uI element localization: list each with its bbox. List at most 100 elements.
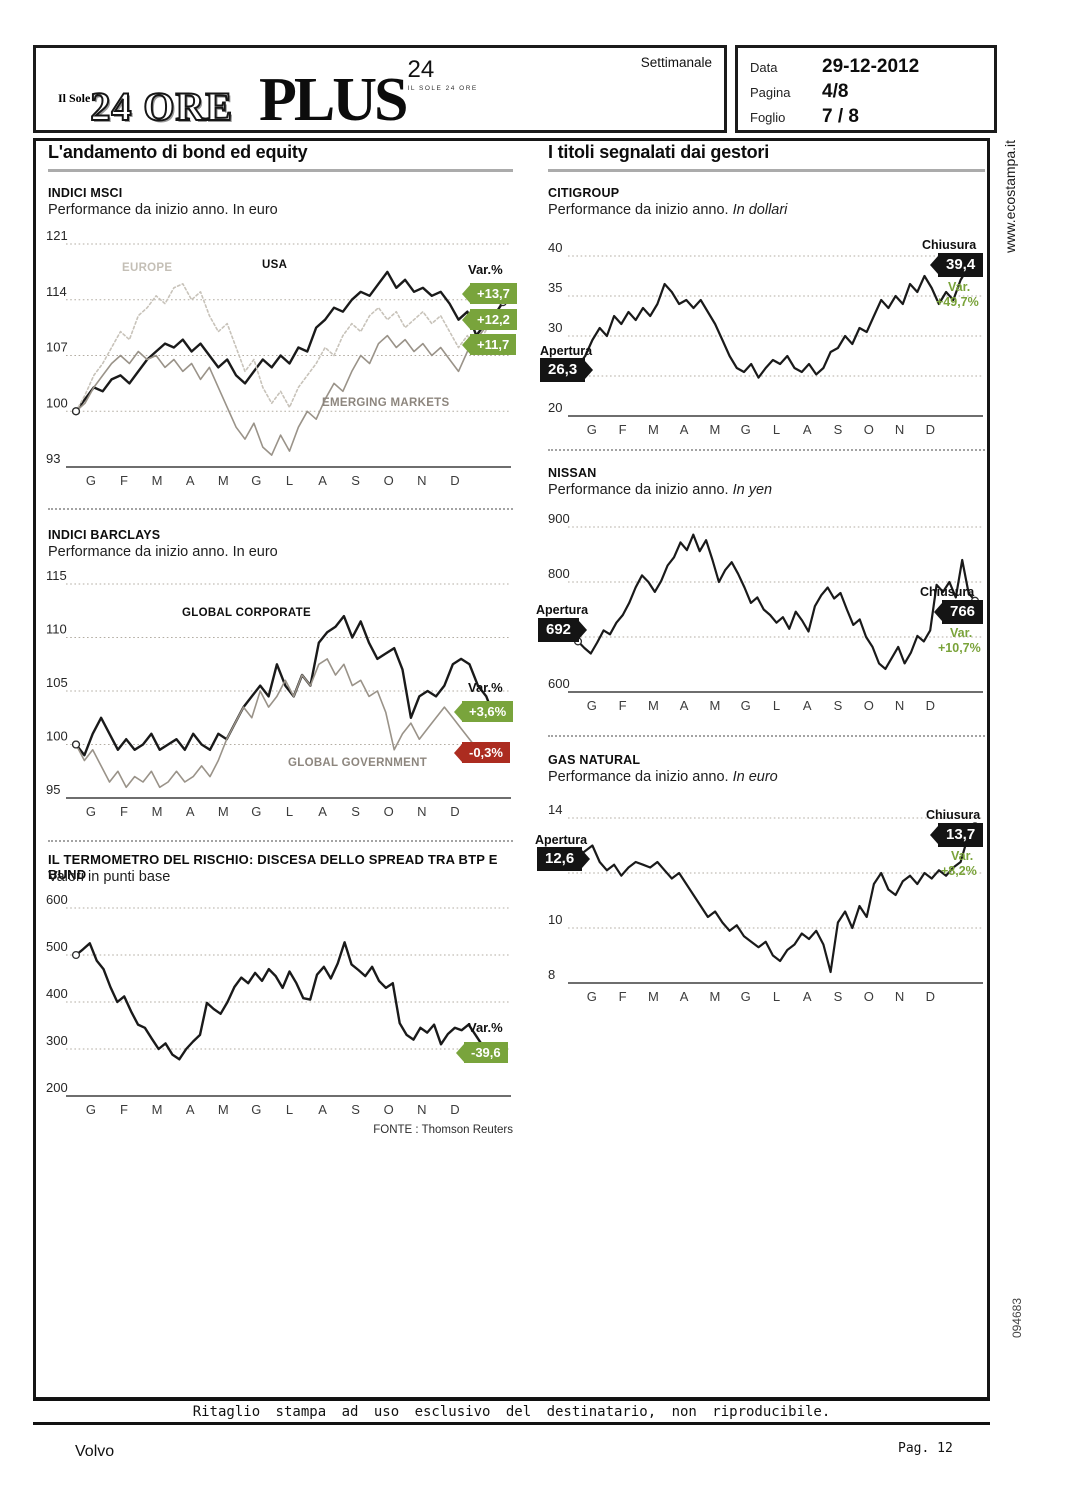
citigroup-var-label: Var. (948, 280, 971, 294)
svg-text:O: O (384, 473, 394, 488)
svg-text:93: 93 (46, 451, 60, 466)
svg-text:A: A (680, 989, 689, 1004)
svg-text:900: 900 (548, 511, 570, 526)
svg-text:100: 100 (46, 729, 68, 744)
barclays-corporate-label: GLOBAL CORPORATE (182, 607, 311, 619)
citigroup-chiusura-badge: 39,4 (938, 253, 984, 277)
svg-text:S: S (351, 473, 360, 488)
page-ref: Pag. 12 (898, 1441, 953, 1456)
svg-text:A: A (318, 473, 327, 488)
gas-chart: 14 10 8 G F M A M G L A S O N D (548, 802, 983, 1004)
spread-chart-title: IL TERMOMETRO DEL RISCHIO: DISCESA DELLO… (48, 852, 498, 882)
svg-text:M: M (218, 804, 229, 819)
svg-text:A: A (803, 422, 812, 437)
brand-plus-24: 24 (407, 56, 435, 83)
svg-text:G: G (741, 422, 751, 437)
meta-data-value: 29-12-2012 (822, 56, 920, 77)
svg-text:G: G (587, 422, 597, 437)
left-section-title: L'andamento di bond ed equity (48, 142, 308, 162)
svg-text:N: N (417, 1102, 426, 1117)
barclays-corporate-var-badge: +3,6% (462, 701, 514, 722)
svg-text:G: G (587, 989, 597, 1004)
gas-chart-subtitle: Performance da inizio anno. In euro (548, 769, 778, 785)
svg-text:M: M (152, 1102, 163, 1117)
svg-text:M: M (709, 422, 720, 437)
brand-ilsole: Il Sole (58, 91, 91, 105)
svg-text:A: A (680, 422, 689, 437)
svg-text:121: 121 (46, 228, 68, 243)
svg-text:G: G (86, 804, 96, 819)
svg-text:400: 400 (46, 986, 68, 1001)
spread-var-header: Var.% (468, 1020, 503, 1035)
right-separator-1 (548, 449, 985, 451)
svg-text:G: G (251, 1102, 261, 1117)
barclays-government-var-badge: -0,3% (462, 742, 510, 763)
nissan-chiusura-badge: 766 (942, 600, 984, 624)
svg-text:105: 105 (46, 675, 68, 690)
svg-text:A: A (318, 804, 327, 819)
msci-var-header: Var.% (468, 262, 503, 277)
barclays-chart: 115 110 105 100 95 G F M A M G L A S O N D (46, 568, 511, 819)
citigroup-unit: In dollari (732, 202, 788, 218)
citigroup-chart: 40 35 30 20 G F M A M G L A S O N D (548, 240, 983, 437)
barclays-government-label: GLOBAL GOVERNMENT (288, 757, 428, 769)
svg-text:300: 300 (46, 1033, 68, 1048)
svg-text:M: M (648, 422, 659, 437)
nissan-chart: 900 800 600 G F M A M G L A S O N D (548, 511, 983, 713)
svg-text:N: N (895, 698, 904, 713)
msci-chart-title: INDICI MSCI (48, 186, 123, 200)
spread-chart-subtitle: Valori in punti base (48, 869, 171, 885)
svg-text:A: A (186, 804, 195, 819)
svg-text:F: F (120, 473, 128, 488)
nissan-apertura-badge: 692 (538, 618, 580, 642)
svg-text:N: N (417, 473, 426, 488)
svg-text:10: 10 (548, 912, 562, 927)
msci-usa-label: USA (262, 259, 288, 271)
meta-pagina-value: 4/8 (822, 81, 849, 102)
svg-text:G: G (86, 1102, 96, 1117)
left-separator-2 (48, 840, 513, 842)
svg-text:M: M (218, 1102, 229, 1117)
svg-text:F: F (120, 804, 128, 819)
svg-text:A: A (186, 1102, 195, 1117)
svg-text:D: D (926, 422, 935, 437)
svg-text:A: A (803, 698, 812, 713)
right-section-title: I titoli segnalati dai gestori (548, 142, 770, 162)
msci-chart-subtitle: Performance da inizio anno. In euro (48, 202, 278, 218)
svg-text:A: A (186, 473, 195, 488)
svg-text:114: 114 (46, 284, 67, 299)
svg-text:A: A (318, 1102, 327, 1117)
brand-24ore: 24 ORE (89, 83, 234, 130)
svg-text:S: S (834, 989, 843, 1004)
barclays-chart-subtitle: Performance da inizio anno. In euro (48, 544, 278, 560)
citigroup-chiusura-label: Chiusura (922, 238, 977, 252)
svg-text:8: 8 (548, 967, 555, 982)
meta-pagina-label: Pagina (750, 85, 791, 100)
svg-text:D: D (450, 804, 459, 819)
svg-text:600: 600 (548, 676, 570, 691)
svg-text:O: O (384, 1102, 394, 1117)
ilsole24ore-plus24-logo: Il Sole24 ORE PLUS 24 IL SOLE 24 ORE (58, 58, 478, 136)
svg-text:G: G (587, 698, 597, 713)
svg-text:F: F (619, 989, 627, 1004)
svg-text:S: S (834, 422, 843, 437)
citigroup-chart-subtitle: Performance da inizio anno. In dollari (548, 202, 788, 218)
svg-text:M: M (152, 473, 163, 488)
svg-text:N: N (895, 422, 904, 437)
spread-chart: 600 500 400 300 200 G F M A M G L A S O N D (46, 892, 511, 1117)
svg-text:115: 115 (46, 568, 67, 583)
clipping-code: 094683 (1010, 1298, 1024, 1339)
source-note: FONTE : Thomson Reuters (373, 1124, 513, 1136)
gas-chiusura-badge: 13,7 (938, 823, 984, 847)
svg-text:O: O (384, 804, 394, 819)
svg-text:200: 200 (46, 1080, 68, 1095)
svg-text:G: G (741, 989, 751, 1004)
right-separator-2 (548, 735, 985, 737)
meta-foglio-value: 7 / 8 (822, 106, 859, 127)
barclays-var-header: Var.% (468, 680, 503, 695)
barclays-chart-title: INDICI BARCLAYS (48, 528, 161, 542)
nissan-apertura-label: Apertura (536, 603, 589, 617)
svg-text:110: 110 (46, 622, 67, 637)
svg-text:L: L (286, 1102, 293, 1117)
